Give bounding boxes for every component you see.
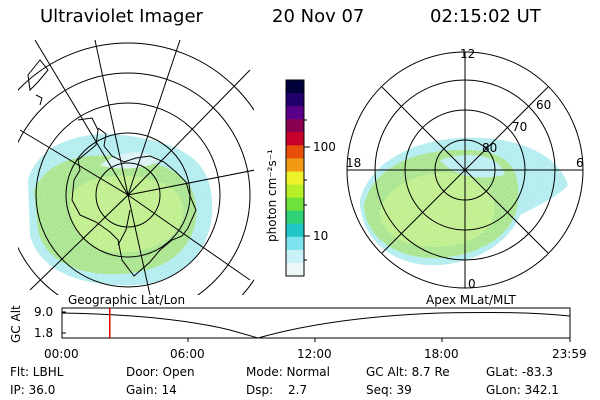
gain-value: Gain: 14 — [126, 383, 177, 397]
ip-value: IP: 36.0 — [10, 383, 56, 397]
geo-longitude: GLon: 342.1 — [486, 383, 559, 397]
flight-filter: Flt: LBHL — [10, 365, 64, 379]
colorbar-tick-10: 10 — [313, 229, 329, 243]
dsp-label: Dsp: — [246, 383, 274, 397]
colorbar — [286, 80, 304, 277]
alt-xtick: 00:00 — [44, 347, 79, 361]
alt-ytick-high: 9.0 — [34, 305, 54, 319]
colorbar-segment — [286, 80, 304, 94]
colorbar-segment — [286, 106, 304, 120]
coastline — [27, 59, 197, 277]
alt-xtick: 18:00 — [424, 347, 459, 361]
left-panel-label: Geographic Lat/Lon — [68, 293, 186, 307]
colorbar-segment — [286, 171, 304, 186]
door-status: Door: Open — [126, 365, 195, 379]
alt-xtick: 06:00 — [170, 347, 205, 361]
apex-grid — [346, 51, 584, 289]
alt-xtick: 23:59 — [552, 347, 587, 361]
date: 20 Nov 07 — [272, 6, 365, 27]
colorbar-segment — [286, 262, 304, 277]
colorbar-segment — [286, 184, 304, 199]
gc-altitude: GC Alt: 8.7 Re — [366, 365, 450, 379]
colorbar-segment — [286, 210, 304, 225]
mlt-label-18: 18 — [346, 156, 362, 170]
colorbar-unit-label: photon cm⁻²s⁻¹ — [265, 149, 279, 242]
colorbar-segment — [286, 236, 304, 251]
alt-xtick: 12:00 — [297, 347, 332, 361]
mlat-label-60: 60 — [536, 98, 552, 112]
sequence-number: Seq: 39 — [366, 383, 412, 397]
geo-grid — [18, 40, 254, 295]
colorbar-segment — [286, 132, 304, 146]
colorbar-segment — [286, 249, 304, 264]
colorbar-segment — [286, 119, 304, 133]
altitude-strip — [61, 307, 571, 342]
altitude-curve — [61, 311, 571, 339]
mlt-label-0: 0 — [468, 277, 476, 291]
colorbar-tick-100: 100 — [313, 140, 336, 154]
mlt-label-12: 12 — [460, 47, 476, 61]
mlt-label-6: 6 — [576, 156, 584, 170]
geographic-image — [18, 40, 254, 295]
mlat-label-70: 70 — [512, 120, 528, 134]
alt-ytick-low: 1.8 — [34, 326, 54, 340]
altitude-axis-label: GC Alt — [9, 305, 23, 343]
colorbar-segment — [286, 197, 304, 212]
dsp-value: 2.7 — [288, 383, 308, 397]
colorbar-segment — [286, 158, 304, 172]
auroral-oval-inner — [69, 175, 184, 253]
colorbar-segment — [286, 145, 304, 159]
mode-status: Mode: Normal — [246, 365, 330, 379]
right-panel-label: Apex MLat/MLT — [426, 293, 516, 307]
mlat-label-80: 80 — [482, 141, 498, 155]
apex-image — [360, 137, 568, 266]
colorbar-segment — [286, 93, 304, 107]
time: 02:15:02 UT — [430, 6, 541, 27]
geo-latitude: GLat: -83.3 — [486, 365, 553, 379]
colorbar-segment — [286, 223, 304, 238]
title: Ultraviolet Imager — [40, 6, 203, 27]
